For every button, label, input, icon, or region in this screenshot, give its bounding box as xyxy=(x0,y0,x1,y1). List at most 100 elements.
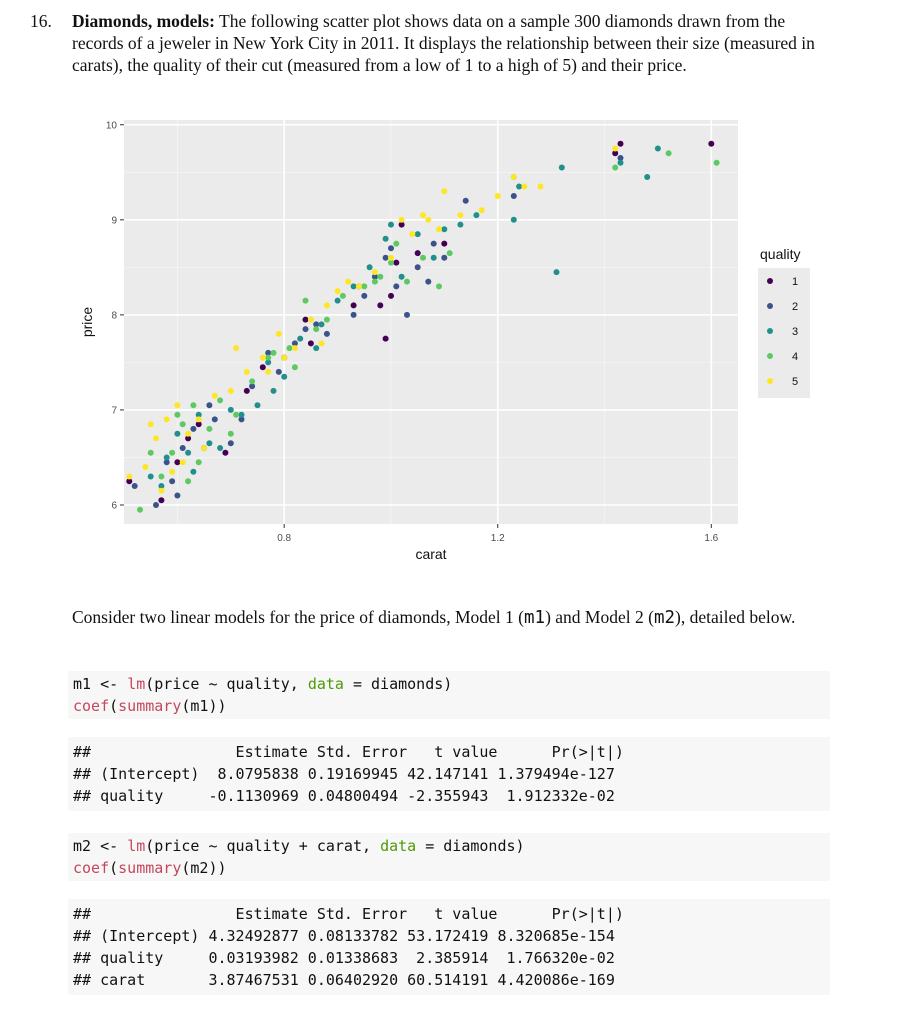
data-point-quality-5 xyxy=(307,316,314,323)
data-point-quality-1 xyxy=(302,316,309,323)
data-points xyxy=(126,140,720,513)
data-point-quality-2 xyxy=(441,254,448,261)
data-point-quality-4 xyxy=(169,449,176,456)
data-point-quality-2 xyxy=(174,492,181,499)
data-point-quality-3 xyxy=(190,468,197,475)
data-point-quality-5 xyxy=(265,368,272,375)
data-point-quality-3 xyxy=(206,440,213,447)
data-point-quality-1 xyxy=(126,478,133,485)
data-point-quality-5 xyxy=(345,278,352,285)
axes: 0.8 1.2 1.6 6 7 8 9 10 xyxy=(106,120,719,544)
data-point-quality-1 xyxy=(350,302,357,309)
legend-label-3: 3 xyxy=(792,326,798,338)
data-point-quality-3 xyxy=(270,387,277,394)
data-point-quality-5 xyxy=(195,416,202,423)
data-point-quality-3 xyxy=(644,174,651,180)
legend-label-2: 2 xyxy=(792,301,798,313)
data-point-quality-3 xyxy=(281,373,288,380)
data-point-quality-2 xyxy=(211,416,218,423)
data-point-quality-3 xyxy=(174,430,181,437)
data-point-quality-5 xyxy=(441,188,448,195)
data-point-quality-3 xyxy=(516,183,523,190)
legend-key-1 xyxy=(767,278,773,284)
data-point-quality-3 xyxy=(654,145,661,152)
data-point-quality-4 xyxy=(323,316,330,323)
data-point-quality-2 xyxy=(430,240,437,247)
data-point-quality-5 xyxy=(179,459,186,466)
data-point-quality-3 xyxy=(473,212,480,219)
data-point-quality-2 xyxy=(393,283,400,290)
data-point-quality-5 xyxy=(163,416,170,423)
data-point-quality-5 xyxy=(457,212,464,219)
data-point-quality-5 xyxy=(153,435,159,442)
data-point-quality-3 xyxy=(382,235,389,242)
data-point-quality-5 xyxy=(126,473,133,480)
data-point-quality-3 xyxy=(430,254,437,261)
data-point-quality-4 xyxy=(393,240,400,247)
output-line: ## (Intercept) 8.0795838 0.19169945 42.1… xyxy=(73,765,615,783)
legend-title: quality xyxy=(760,246,800,262)
data-point-quality-5 xyxy=(142,464,149,470)
data-point-quality-5 xyxy=(243,368,250,375)
code-line: m1 <- lm(price ~ quality, data = diamond… xyxy=(73,675,453,693)
data-point-quality-2 xyxy=(388,245,394,252)
data-point-quality-3 xyxy=(414,231,421,238)
data-point-quality-3 xyxy=(163,454,170,461)
data-point-quality-4 xyxy=(339,292,346,299)
data-point-quality-3 xyxy=(398,273,405,280)
data-point-quality-4 xyxy=(190,402,197,409)
data-point-quality-2 xyxy=(617,155,624,161)
data-point-quality-4 xyxy=(388,259,394,266)
legend-label-5: 5 xyxy=(792,376,798,388)
data-point-quality-1 xyxy=(185,435,192,442)
output-line: ## quality -0.1130969 0.04800494 -2.3559… xyxy=(73,787,615,805)
data-point-quality-4 xyxy=(420,254,426,261)
x-axis-label: carat xyxy=(415,546,446,562)
data-point-quality-4 xyxy=(436,283,442,290)
x-tick-label: 0.8 xyxy=(277,533,291,544)
data-point-quality-1 xyxy=(174,459,181,466)
data-point-quality-1 xyxy=(382,335,389,342)
data-point-quality-2 xyxy=(462,197,469,204)
data-point-quality-4 xyxy=(227,430,234,437)
data-point-quality-4 xyxy=(249,378,256,385)
data-point-quality-5 xyxy=(211,392,218,399)
data-point-quality-2 xyxy=(169,478,176,485)
data-point-quality-5 xyxy=(291,345,298,352)
data-point-quality-5 xyxy=(510,174,517,180)
data-point-quality-3 xyxy=(147,473,154,480)
legend-key-3 xyxy=(767,328,773,334)
data-point-quality-5 xyxy=(388,254,394,261)
x-tick-label: 1.2 xyxy=(491,533,505,544)
data-point-quality-5 xyxy=(371,269,378,276)
data-point-quality-1 xyxy=(222,449,229,456)
data-point-quality-3 xyxy=(510,216,517,223)
models-intro-prefix: Consider two linear models for the price… xyxy=(72,607,524,627)
legend: quality 1 2 3 4 5 xyxy=(758,246,810,398)
data-point-quality-5 xyxy=(147,421,154,428)
data-point-quality-5 xyxy=(318,340,325,347)
legend-key-4 xyxy=(767,353,773,359)
data-point-quality-3 xyxy=(217,445,224,451)
data-point-quality-2 xyxy=(382,254,389,261)
data-point-quality-5 xyxy=(478,207,485,214)
data-point-quality-5 xyxy=(425,216,432,223)
data-point-quality-3 xyxy=(185,449,192,456)
legend-key-2 xyxy=(767,303,773,309)
data-point-quality-2 xyxy=(163,459,170,466)
problem-intro: The following scatter plot shows data on… xyxy=(72,11,815,75)
data-point-quality-5 xyxy=(398,216,405,223)
data-point-quality-4 xyxy=(377,273,384,280)
code-block-m1: m1 <- lm(price ~ quality, data = diamond… xyxy=(68,671,830,719)
data-point-quality-2 xyxy=(206,402,213,409)
data-point-quality-5 xyxy=(275,330,282,337)
data-point-quality-4 xyxy=(185,478,192,485)
code-block-m2: m2 <- lm(price ~ quality + carat, data =… xyxy=(68,833,830,881)
data-point-quality-4 xyxy=(158,473,165,480)
data-point-quality-5 xyxy=(185,430,192,437)
data-point-quality-2 xyxy=(249,383,256,390)
code-line: coef(summary(m2)) xyxy=(73,859,227,877)
data-point-quality-4 xyxy=(446,250,453,257)
data-point-quality-3 xyxy=(238,411,245,418)
data-point-quality-1 xyxy=(708,140,715,147)
